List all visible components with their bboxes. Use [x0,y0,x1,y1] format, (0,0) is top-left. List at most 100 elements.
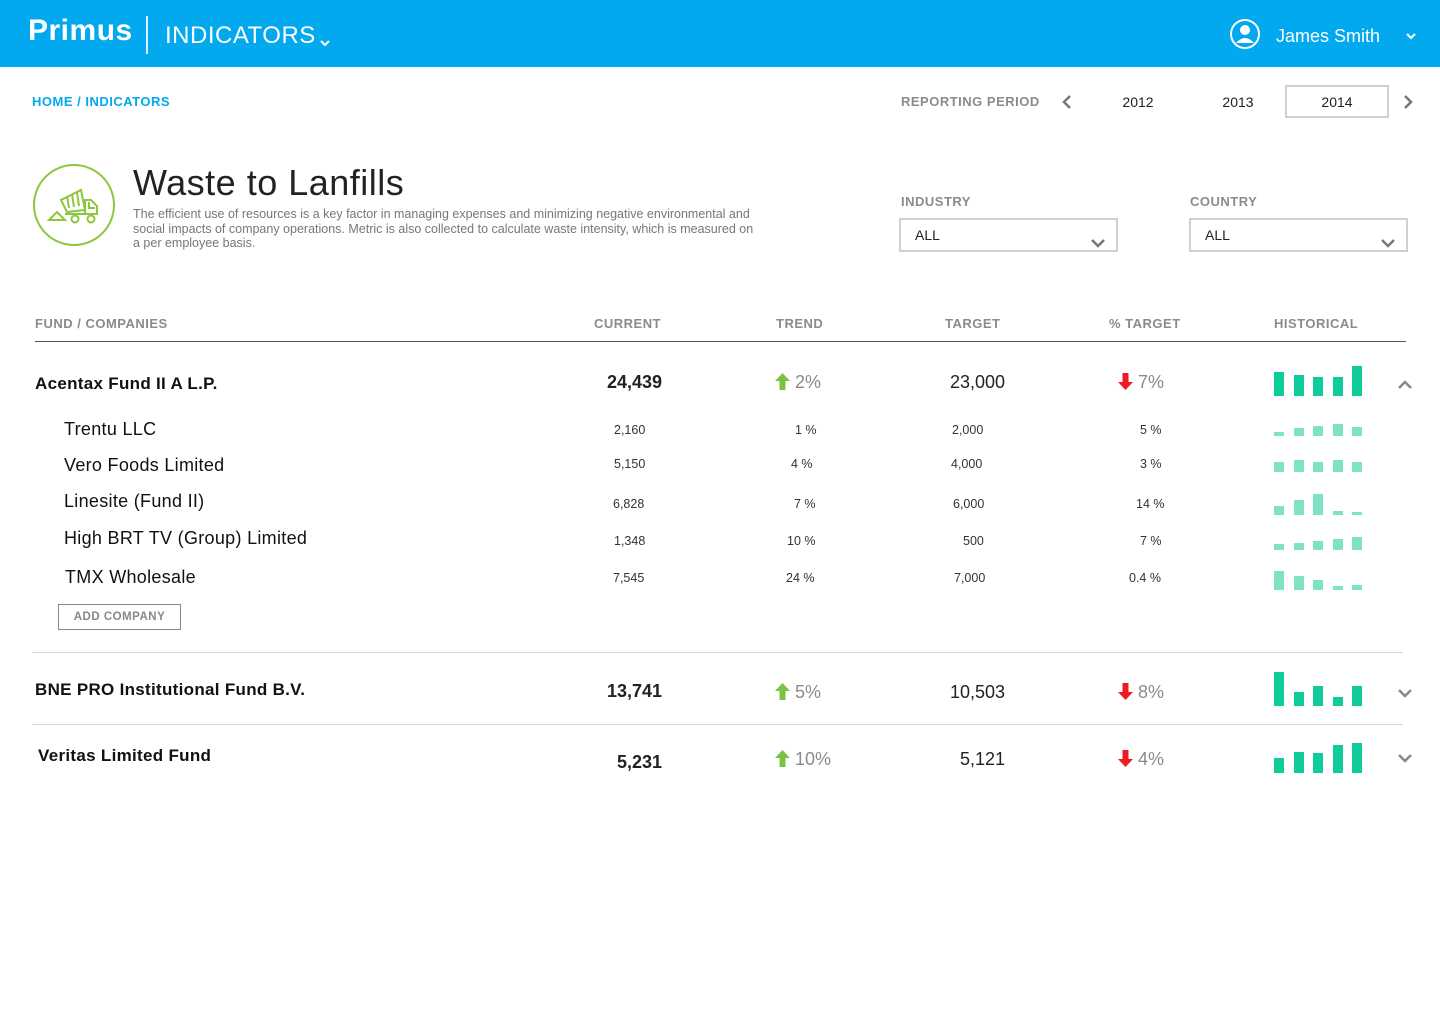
column-header-target[interactable]: TARGET [945,316,1001,331]
historical-bar [1352,585,1362,590]
company-pct-target: 3 % [1140,457,1162,471]
row-divider [32,724,1403,725]
historical-bar [1313,753,1323,773]
company-name: Trentu LLC [64,419,157,439]
breadcrumb: HOME / INDICATORS [32,94,170,109]
column-header-trend[interactable]: TREND [776,316,824,331]
historical-chart [1274,364,1364,396]
column-header-fund[interactable]: FUND / COMPANIES [35,316,168,331]
indicator-title: Waste to Lanfills [133,162,405,203]
breadcrumb-home[interactable]: HOME [32,94,73,109]
historical-bar [1293,752,1304,773]
historical-chart [1274,565,1364,590]
historical-bar [1293,692,1304,706]
historical-bar [1293,576,1304,590]
company-name: TMX Wholesale [65,567,196,587]
historical-bar [1313,494,1323,515]
chevron-down-icon[interactable] [1397,751,1413,769]
historical-bar [1313,541,1323,550]
fund-current: 5,231 [616,752,662,772]
historical-bar [1332,460,1343,472]
arrow-down-icon [1118,373,1133,390]
chevron-down-icon [1380,229,1396,259]
fund-trend: 5% [774,682,821,703]
fund-name: Acentax Fund II A L.P. [35,374,218,393]
historical-chart [1274,450,1364,472]
section-menu[interactable]: INDICATORS [165,22,330,50]
company-trend: 7 % [794,497,816,511]
historical-bar [1352,512,1362,515]
chevron-up-icon[interactable] [1397,378,1413,396]
historical-bar [1352,743,1362,773]
fund-name: Veritas Limited Fund [38,746,212,765]
top-bar: Primus INDICATORS James Smith [0,0,1440,67]
country-label: COUNTRY [1190,194,1258,209]
reporting-period-label: REPORTING PERIOD [901,94,1040,109]
industry-select[interactable]: ALL [899,218,1118,252]
company-target: 500 [963,534,984,548]
chevron-left-icon[interactable] [1060,94,1074,115]
historical-bar [1332,377,1343,396]
country-select[interactable]: ALL [1189,218,1408,252]
fund-pct-target: 4% [1117,749,1164,770]
company-current: 1,348 [614,534,646,548]
historical-bar [1352,462,1362,472]
company-trend: 24 % [786,571,815,585]
company-target: 6,000 [953,497,985,511]
app-logo[interactable]: Primus [28,14,133,47]
fund-target: 10,503 [949,682,1005,702]
company-target: 4,000 [951,457,983,471]
year-2013[interactable]: 2013 [1222,94,1254,110]
historical-bar [1274,462,1284,472]
industry-label: INDUSTRY [901,194,971,209]
historical-chart [1274,414,1364,436]
column-header-historical[interactable]: HISTORICAL [1274,316,1359,331]
fund-target: 23,000 [949,372,1005,392]
country-select-value: ALL [1205,227,1230,243]
column-header-pct-target[interactable]: % TARGET [1109,316,1181,331]
company-current: 6,828 [613,497,645,511]
column-header-current[interactable]: CURRENT [594,316,662,331]
historical-bar [1332,511,1343,515]
breadcrumb-current[interactable]: INDICATORS [85,94,171,109]
historical-bar [1352,427,1362,436]
section-menu-label: INDICATORS [165,22,316,49]
historical-bar [1274,571,1284,590]
historical-bar [1274,758,1284,773]
historical-bar [1293,375,1304,396]
add-company-button[interactable]: ADD COMPANY [58,604,181,630]
year-2014-selected[interactable]: 2014 [1285,85,1389,118]
historical-bar [1293,543,1304,550]
historical-bar [1332,424,1343,436]
arrow-up-icon [775,750,790,767]
arrow-up-icon [775,373,790,390]
company-pct-target: 7 % [1140,534,1162,548]
historical-bar [1313,580,1323,590]
company-trend: 4 % [791,457,813,471]
historical-bar [1352,686,1362,706]
historical-chart [1274,740,1364,773]
historical-bar [1274,372,1284,396]
company-current: 2,160 [614,423,646,437]
company-pct-target: 0.4 % [1129,571,1161,585]
fund-trend: 10% [774,749,831,770]
fund-target: 5,121 [959,749,1005,769]
chevron-down-icon[interactable] [1397,686,1413,704]
company-target: 7,000 [954,571,986,585]
dump-truck-icon [33,164,115,246]
historical-bar [1332,745,1343,773]
company-name: Linesite (Fund II) [64,491,205,511]
year-2012[interactable]: 2012 [1122,94,1154,110]
historical-chart [1274,670,1364,706]
company-pct-target: 5 % [1140,423,1162,437]
fund-current: 24,439 [606,372,662,392]
chevron-right-icon[interactable] [1401,94,1415,115]
historical-bar [1274,432,1284,436]
indicator-description: The efficient use of resources is a key … [133,207,754,250]
company-name: Vero Foods Limited [64,455,225,475]
historical-bar [1313,462,1323,472]
historical-bar [1332,586,1343,590]
company-pct-target: 14 % [1136,497,1165,511]
historical-bar [1313,377,1323,396]
header-divider [35,341,1406,342]
